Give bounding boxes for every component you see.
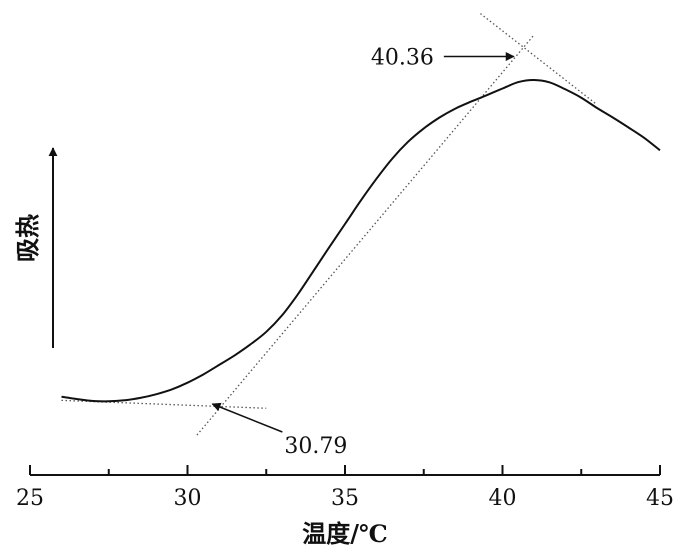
annotation-label-1: 30.79	[284, 434, 347, 459]
x-axis-ticks: 25 30 35 40 45	[16, 465, 674, 511]
x-axis-title: 温度/℃	[302, 519, 388, 548]
tangent-line-2	[196, 34, 535, 436]
annotation-label-2: 40.36	[371, 46, 434, 71]
x-tick-label: 40	[489, 486, 517, 511]
y-axis-title: 吸热	[13, 214, 42, 262]
x-tick-label: 30	[174, 486, 202, 511]
annotation-arrow-1	[211, 402, 283, 433]
x-tick-label: 45	[646, 486, 674, 511]
tangent-line-3	[480, 13, 598, 106]
dsc-curve-line	[61, 78, 661, 403]
x-tick-label: 25	[16, 486, 44, 511]
tangent-lines	[61, 13, 598, 436]
annotations: 30.79 40.36	[211, 46, 515, 459]
x-tick-label: 35	[331, 486, 359, 511]
